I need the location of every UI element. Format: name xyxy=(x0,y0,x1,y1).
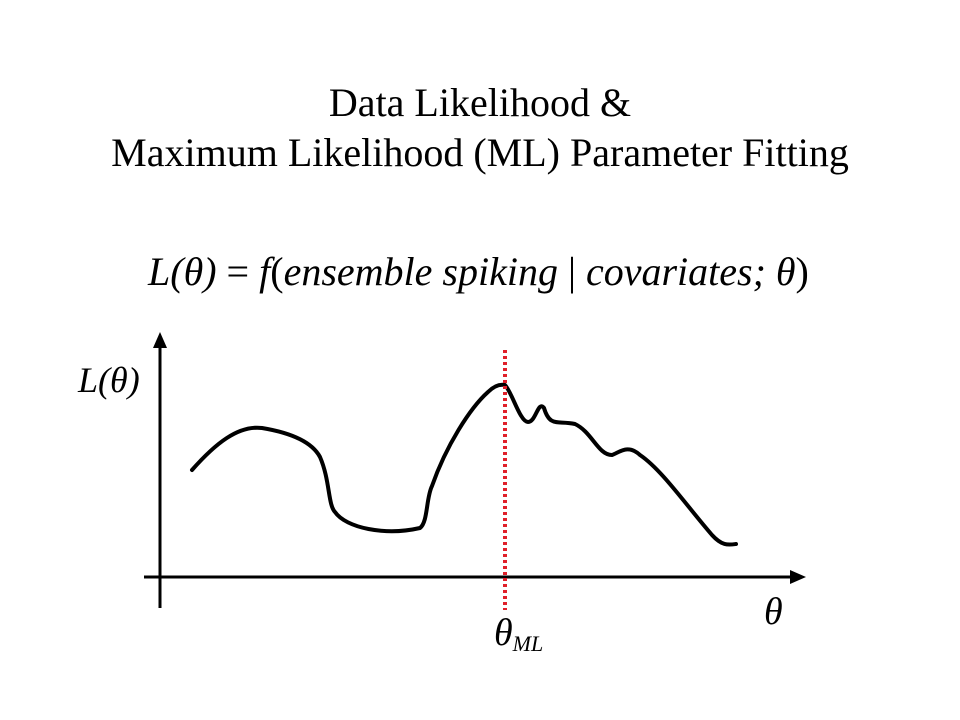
equation-open-paren: ( xyxy=(270,249,284,294)
slide-title: Data Likelihood & Maximum Likelihood (ML… xyxy=(0,78,960,178)
ml-marker-label: θML xyxy=(494,612,543,656)
equation-lhs: L(θ) xyxy=(148,249,217,294)
x-axis-arrowhead xyxy=(790,570,806,584)
equation-parameter: ; θ xyxy=(752,249,796,294)
ml-theta-symbol: θ xyxy=(494,612,513,654)
equation-argument-spiking: ensemble spiking xyxy=(283,249,558,294)
equation-function: f xyxy=(259,249,271,294)
title-line-2: Maximum Likelihood (ML) Parameter Fittin… xyxy=(111,130,849,175)
x-axis-label: θ xyxy=(764,591,783,633)
equation-conditional-bar: | xyxy=(557,249,586,294)
y-axis-arrowhead xyxy=(153,332,167,348)
ml-subscript: ML xyxy=(512,631,544,656)
equation-argument-covariates: covariates xyxy=(585,249,753,294)
y-axis-label: L(θ) xyxy=(77,360,140,400)
likelihood-curve xyxy=(190,382,738,547)
equation-equals: = xyxy=(216,249,260,294)
equation-close-paren: ) xyxy=(795,249,809,294)
likelihood-equation: L(θ) = f(ensemble spiking | covariates; … xyxy=(148,246,809,298)
title-line-1: Data Likelihood & xyxy=(328,80,632,125)
